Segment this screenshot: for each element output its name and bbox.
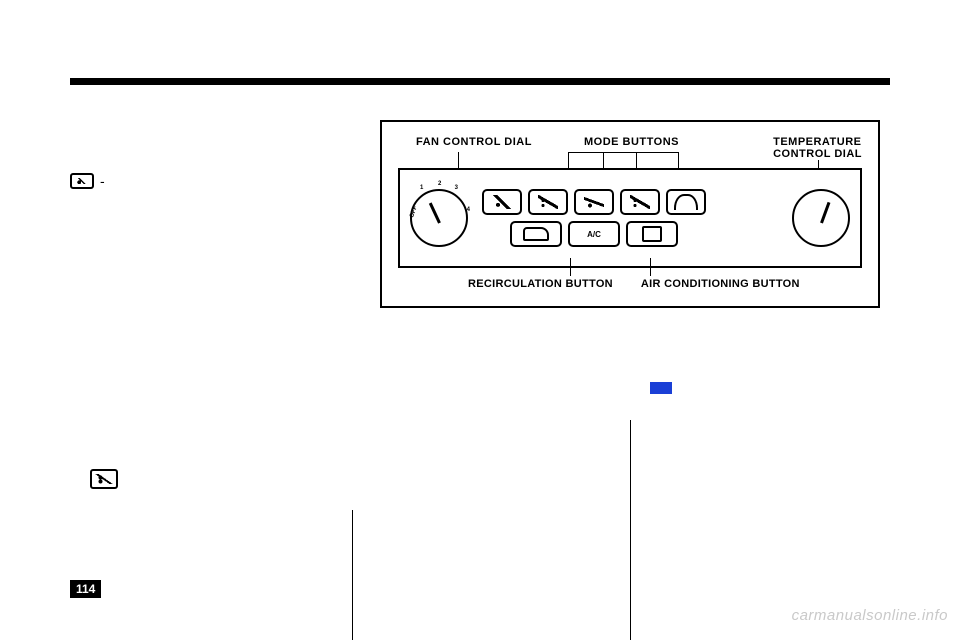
vertical-divider	[630, 420, 631, 640]
tick-4: 4	[467, 207, 470, 213]
under-diagram-columns	[370, 350, 890, 394]
fan-control-dial[interactable]: OFF 1 2 3 4	[410, 189, 468, 247]
diagram-bottom-labels: RECIRCULATION BUTTON AIR CONDITIONING BU…	[398, 278, 862, 290]
right-area: FAN CONTROL DIAL MODE BUTTONS TEMPERATUR…	[370, 120, 890, 308]
watermark-text: carmanualsonline.info	[792, 607, 948, 624]
label-temp-dial: TEMPERATURE CONTROL DIAL	[773, 136, 862, 160]
recirculation-button[interactable]	[510, 221, 562, 247]
tick-3: 3	[455, 185, 458, 191]
left-text-block-1: placeholder text lines not legible in so…	[70, 120, 320, 167]
ac-button[interactable]: A/C	[568, 221, 620, 247]
mode-floor-button[interactable]	[574, 189, 614, 215]
label-fan-dial: FAN CONTROL DIAL	[416, 136, 532, 148]
manual-page: placeholder text lines not legible in so…	[0, 0, 960, 634]
hvac-panel: OFF 1 2 3 4	[398, 168, 862, 268]
lower-buttons-row: A/C	[482, 221, 706, 247]
airflow-icon	[70, 173, 94, 189]
tick-2: 2	[438, 181, 441, 187]
left-text-block-2: placeholder	[70, 199, 320, 399]
tick-1: 1	[420, 185, 423, 191]
left-column: placeholder text lines not legible in so…	[70, 120, 320, 489]
leader-line	[568, 152, 678, 153]
label-mode-buttons: MODE BUTTONS	[584, 136, 679, 148]
under-col-left	[370, 350, 610, 394]
tick-off: OFF	[409, 206, 419, 219]
center-button-stack: A/C	[482, 189, 706, 247]
mode-defrost-button[interactable]	[666, 189, 706, 215]
hvac-diagram: FAN CONTROL DIAL MODE BUTTONS TEMPERATUR…	[380, 120, 880, 308]
temperature-control-dial[interactable]	[792, 189, 850, 247]
leader-line	[570, 258, 571, 276]
leader-line	[650, 258, 651, 276]
vertical-divider	[352, 510, 353, 640]
left-icon-row: -	[70, 173, 320, 189]
mode-bilevel-button[interactable]	[528, 189, 568, 215]
mode-vent-button[interactable]	[482, 189, 522, 215]
airflow-icon-2	[90, 469, 118, 489]
top-rule	[70, 78, 890, 85]
under-col-right	[650, 350, 890, 394]
diagram-top-labels: FAN CONTROL DIAL MODE BUTTONS TEMPERATUR…	[398, 136, 862, 160]
label-ac-button: AIR CONDITIONING BUTTON	[641, 278, 800, 290]
page-number: 114	[70, 580, 101, 598]
ac-button-label: A/C	[587, 230, 601, 239]
label-temp-line1: TEMPERATURE	[773, 136, 861, 148]
dash-icon: -	[100, 173, 105, 189]
mode-floor-defrost-button[interactable]	[620, 189, 660, 215]
label-temp-line2: CONTROL DIAL	[773, 148, 862, 160]
blue-marker-icon	[650, 382, 672, 394]
rear-defrost-button[interactable]	[626, 221, 678, 247]
dial-pointer	[820, 202, 830, 224]
label-recirculation: RECIRCULATION BUTTON	[468, 278, 613, 290]
dial-pointer	[428, 203, 440, 224]
mode-buttons-row	[482, 189, 706, 215]
